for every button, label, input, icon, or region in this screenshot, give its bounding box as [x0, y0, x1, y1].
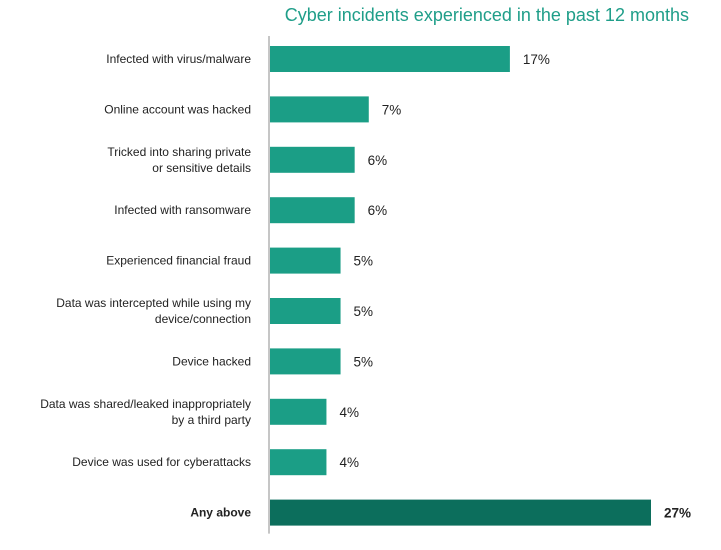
value-label: 27% [664, 506, 691, 521]
value-label: 4% [339, 405, 359, 420]
category-label: Device hacked [172, 354, 251, 368]
category-label: Any above [190, 506, 251, 520]
bar [270, 298, 341, 324]
category-label: Device was used for cyberattacks [72, 455, 251, 469]
value-label: 5% [354, 304, 374, 319]
category-label: Data was shared/leaked inappropriately by… [40, 397, 251, 427]
bar [270, 398, 327, 425]
bar [270, 499, 651, 526]
category-label: Tricked into sharing private or sensitive… [107, 145, 251, 175]
value-label: 6% [368, 153, 388, 168]
category-label: Infected with ransomware [114, 203, 251, 217]
value-label: 6% [368, 203, 388, 218]
bar [270, 96, 369, 123]
bar [270, 46, 510, 72]
category-label: Infected with virus/malware [106, 52, 251, 66]
bar [270, 146, 355, 173]
bar [270, 348, 341, 375]
bar [270, 449, 327, 476]
value-label: 4% [339, 455, 359, 470]
value-label: 17% [523, 52, 550, 67]
value-label: 7% [382, 102, 402, 117]
bar [270, 247, 341, 274]
category-label: Data was intercepted while using my devic… [56, 296, 251, 326]
chart-title: Cyber incidents experienced in the past … [284, 5, 689, 25]
value-label: 5% [354, 254, 374, 269]
category-label: Online account was hacked [104, 102, 251, 116]
bar [270, 197, 355, 224]
category-label: Experienced financial fraud [106, 254, 251, 268]
value-label: 5% [354, 354, 374, 369]
